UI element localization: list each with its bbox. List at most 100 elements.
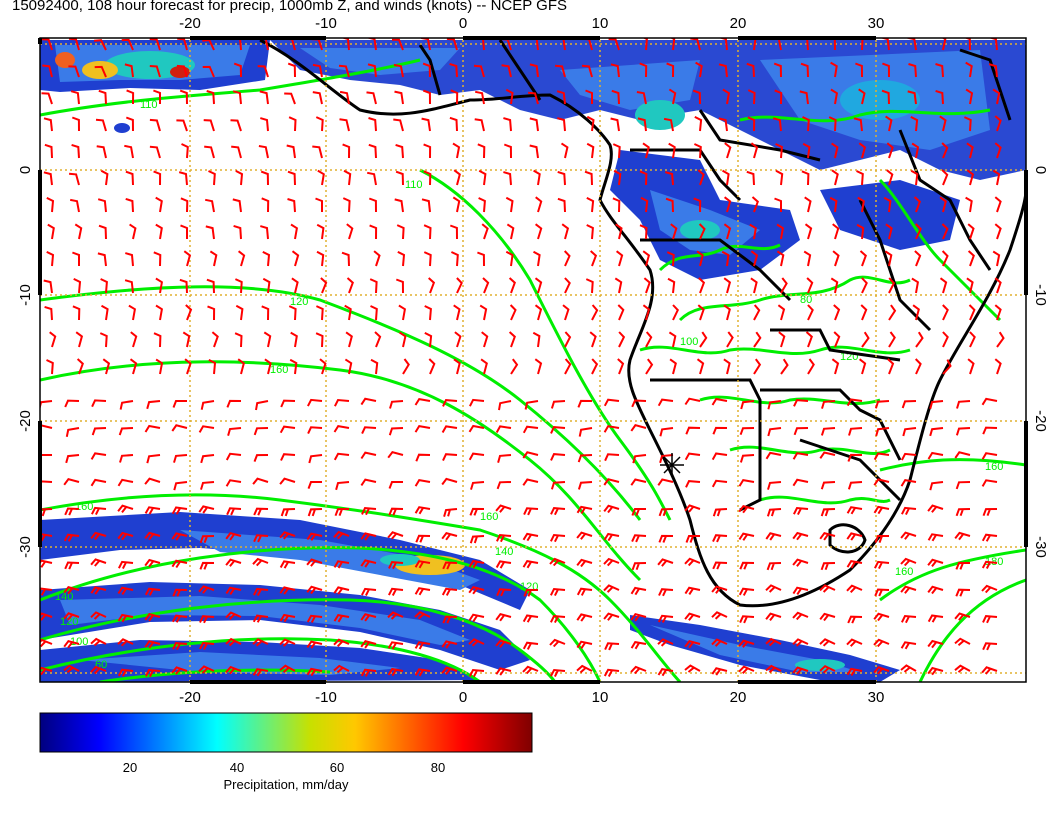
wind-barb	[252, 638, 269, 647]
wind-barb	[468, 559, 485, 569]
wind-barb	[76, 358, 84, 375]
wind-barb	[395, 170, 404, 186]
wind-barb	[739, 454, 755, 463]
wind-barb	[179, 89, 188, 105]
wind-barb	[738, 639, 755, 648]
wind-barb	[469, 398, 485, 407]
wind-barb	[441, 666, 458, 675]
wind-barb	[643, 277, 651, 294]
wind-barb	[820, 481, 836, 490]
wind-barb	[577, 454, 593, 463]
wind-barb	[40, 559, 53, 568]
wind-barb	[603, 584, 620, 593]
wind-barb	[666, 251, 675, 267]
wind-barb	[90, 665, 107, 675]
wind-barb	[963, 116, 972, 132]
wind-barb	[712, 508, 728, 517]
wind-barb	[718, 63, 728, 78]
wind-barb	[388, 561, 404, 570]
lat-tick-left: -10	[17, 284, 34, 306]
wind-barb	[68, 65, 80, 78]
wind-barb	[955, 588, 971, 597]
wind-barb	[856, 170, 864, 186]
wind-barb	[226, 507, 242, 516]
wind-barb	[173, 481, 188, 491]
wind-barb	[423, 170, 432, 186]
wind-barb	[696, 358, 705, 375]
wind-barb	[144, 640, 161, 649]
wind-barb	[307, 426, 323, 435]
wind-barb	[394, 198, 404, 213]
wind-barb	[441, 640, 458, 649]
wind-barb	[642, 304, 651, 321]
wind-barb	[900, 641, 917, 650]
wind-barb	[684, 586, 701, 595]
contour-label: 160	[480, 511, 498, 523]
wind-barb	[370, 305, 378, 321]
wind-barb	[522, 532, 539, 542]
wind-barb	[172, 588, 188, 597]
wind-barb	[927, 451, 944, 460]
lat-tick-right: -10	[1032, 284, 1049, 306]
wind-barb	[967, 223, 975, 240]
wind-barb	[981, 584, 998, 594]
wind-barb	[941, 250, 949, 267]
wind-barb	[225, 558, 242, 567]
wind-barb	[422, 62, 431, 78]
wind-barb	[200, 481, 215, 490]
wind-barb	[387, 450, 404, 459]
contour-label: 140	[495, 546, 513, 558]
wind-barb	[234, 278, 243, 294]
wind-barb	[722, 88, 731, 105]
wind-barb	[333, 560, 350, 569]
frame-tick-marks	[38, 36, 1028, 684]
wind-barb	[900, 531, 917, 540]
wind-barb	[97, 198, 107, 213]
wind-barb	[874, 535, 889, 543]
wind-barb	[231, 145, 242, 159]
wind-barb	[738, 665, 755, 674]
wind-barb	[550, 587, 566, 597]
wind-barb	[279, 531, 296, 540]
wind-barb	[477, 143, 486, 159]
wind-barb	[155, 277, 164, 294]
wind-barb	[642, 250, 651, 267]
wind-barb	[176, 119, 188, 132]
wind-barb	[342, 143, 351, 159]
wind-barb	[831, 358, 840, 375]
wind-barb	[333, 424, 350, 433]
wind-barb	[767, 481, 782, 490]
wind-barb	[861, 331, 870, 348]
wind-barb	[668, 142, 676, 159]
wind-barb	[631, 399, 647, 408]
wind-barb	[125, 170, 134, 186]
wind-barb	[144, 613, 161, 622]
wind-barb	[911, 277, 920, 294]
wind-barb	[586, 142, 595, 159]
wind-barb	[610, 117, 620, 132]
wind-barb	[860, 304, 868, 321]
wind-barb	[846, 559, 863, 569]
wind-barb	[747, 116, 756, 132]
wind-barb	[40, 587, 53, 596]
wind-barb	[360, 532, 377, 541]
wind-barb	[508, 331, 516, 348]
wind-barb	[534, 358, 543, 375]
wind-barb	[368, 117, 377, 132]
wind-barb	[966, 169, 975, 186]
lat-tick-left: 0	[17, 166, 34, 174]
wind-barb	[446, 38, 458, 51]
wind-barb	[942, 331, 949, 348]
precipitation-colorbar	[39, 712, 533, 753]
wind-barb	[398, 331, 407, 348]
wind-barb	[333, 530, 350, 540]
wind-barb	[885, 223, 893, 240]
wind-barb	[343, 169, 352, 186]
wind-barb	[855, 62, 863, 78]
wind-barb	[669, 358, 677, 375]
wind-barb	[208, 359, 217, 375]
wind-barb	[90, 478, 107, 487]
wind-barb	[819, 638, 836, 647]
wind-barb	[395, 278, 404, 294]
wind-barb	[900, 557, 917, 567]
